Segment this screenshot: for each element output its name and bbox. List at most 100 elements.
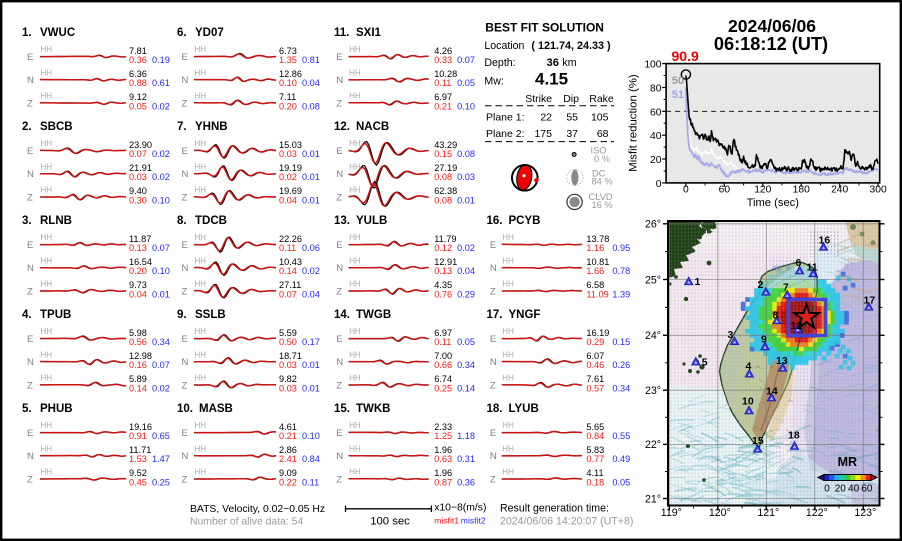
svg-text:80: 80	[650, 83, 662, 94]
svg-text:HH: HH	[349, 421, 361, 430]
svg-text:19.19: 19.19	[279, 163, 302, 173]
svg-text:Plane 1:: Plane 1:	[486, 111, 525, 123]
svg-text:10: 10	[742, 396, 754, 408]
svg-text:0.04: 0.04	[302, 78, 320, 88]
svg-text:0.49: 0.49	[612, 454, 630, 464]
svg-text:HH: HH	[195, 374, 207, 383]
svg-text:DC: DC	[592, 168, 606, 178]
svg-text:0.36: 0.36	[457, 477, 475, 487]
svg-text:HH: HH	[195, 327, 207, 336]
svg-text:HH: HH	[349, 350, 361, 359]
svg-text:HH: HH	[195, 92, 207, 101]
svg-text:62.38: 62.38	[434, 186, 457, 196]
svg-text:0.01: 0.01	[302, 360, 320, 370]
svg-text:0: 0	[656, 179, 662, 190]
svg-text:0.01: 0.01	[302, 172, 320, 182]
svg-text:27.11: 27.11	[279, 280, 301, 290]
svg-text:1.25: 1.25	[434, 431, 452, 441]
svg-text:N: N	[27, 169, 34, 180]
svg-text:1: 1	[695, 276, 701, 288]
svg-text:NACB: NACB	[356, 121, 389, 133]
svg-text:RLNB: RLNB	[40, 215, 72, 227]
svg-text:40: 40	[650, 131, 662, 142]
svg-text:Depth:: Depth:	[484, 57, 515, 69]
svg-text:N: N	[336, 169, 343, 180]
svg-text:2024/06/06 14:20:07 (UT+8): 2024/06/06 14:20:07 (UT+8)	[500, 516, 633, 528]
svg-text:0.84: 0.84	[302, 454, 320, 464]
svg-text:21.91: 21.91	[129, 163, 152, 173]
svg-text:0.57: 0.57	[586, 383, 604, 393]
svg-text:12.: 12.	[334, 121, 350, 133]
svg-text:6.74: 6.74	[434, 374, 452, 384]
svg-text:1.96: 1.96	[434, 445, 452, 455]
svg-text:Z: Z	[336, 98, 342, 109]
svg-text:E: E	[182, 428, 188, 439]
svg-text:0.46: 0.46	[586, 360, 604, 370]
svg-text:10.43: 10.43	[279, 257, 302, 267]
svg-text:N: N	[490, 451, 497, 462]
svg-text:11.09: 11.09	[586, 289, 608, 299]
svg-text:2: 2	[758, 279, 764, 291]
svg-text:5.: 5.	[22, 403, 32, 415]
svg-text:N: N	[490, 357, 497, 368]
svg-text:0.03: 0.03	[279, 360, 297, 370]
svg-text:HH: HH	[195, 444, 207, 453]
svg-text:13.: 13.	[334, 215, 350, 227]
svg-text:0.02: 0.02	[152, 172, 170, 182]
svg-text:Misfit reduction (%): Misfit reduction (%)	[628, 74, 640, 172]
svg-text:24°: 24°	[645, 330, 661, 342]
svg-text:MR: MR	[838, 455, 857, 469]
svg-text:6.73: 6.73	[279, 46, 297, 56]
svg-text:6.97: 6.97	[434, 328, 452, 338]
svg-text:HH: HH	[502, 421, 514, 430]
svg-text:0 %: 0 %	[594, 154, 610, 164]
svg-text:HH: HH	[41, 444, 53, 453]
svg-text:16: 16	[819, 235, 831, 247]
svg-text:3: 3	[728, 329, 734, 341]
svg-text:0.22: 0.22	[279, 477, 297, 487]
svg-text:HH: HH	[502, 444, 514, 453]
svg-text:0.05: 0.05	[457, 78, 475, 88]
svg-text:Strike: Strike	[525, 93, 552, 105]
svg-text:4.61: 4.61	[279, 422, 297, 432]
svg-text:6.07: 6.07	[586, 351, 604, 361]
svg-text:8: 8	[773, 310, 779, 322]
svg-text:HH: HH	[41, 256, 53, 265]
svg-text:Z: Z	[336, 192, 342, 203]
svg-text:21°: 21°	[645, 493, 661, 505]
svg-text:ISO: ISO	[591, 146, 607, 156]
svg-text:7.00: 7.00	[434, 351, 452, 361]
svg-text:HH: HH	[41, 421, 53, 430]
svg-text:0.08: 0.08	[302, 101, 320, 111]
svg-text:0.02: 0.02	[302, 266, 320, 276]
svg-text:121°: 121°	[757, 507, 779, 519]
svg-text:7.81: 7.81	[129, 46, 147, 56]
svg-text:x10−8(m/s): x10−8(m/s)	[434, 503, 486, 514]
svg-text:0.04: 0.04	[279, 195, 297, 205]
svg-text:14.: 14.	[334, 309, 350, 321]
svg-text:0.02: 0.02	[152, 101, 170, 111]
svg-text:0.10: 0.10	[457, 101, 475, 111]
svg-text:0.14: 0.14	[129, 383, 147, 393]
svg-text:11.79: 11.79	[434, 234, 456, 244]
svg-text:E: E	[182, 334, 188, 345]
svg-text:Z: Z	[490, 474, 496, 485]
svg-text:122°: 122°	[806, 507, 828, 519]
svg-text:0.33: 0.33	[434, 55, 452, 65]
svg-text:N: N	[336, 263, 343, 274]
svg-text:E: E	[336, 146, 342, 157]
svg-text:6.: 6.	[177, 27, 187, 39]
svg-text:0.30: 0.30	[129, 195, 147, 205]
svg-text:0.77: 0.77	[586, 454, 604, 464]
svg-text:105: 105	[591, 111, 609, 123]
svg-text:Z: Z	[27, 380, 33, 391]
svg-text:0.08: 0.08	[434, 172, 452, 182]
svg-text:N: N	[182, 263, 189, 274]
svg-text:20: 20	[650, 155, 662, 166]
svg-text:11.87: 11.87	[129, 234, 151, 244]
svg-text:HH: HH	[195, 186, 207, 195]
svg-text:YD07: YD07	[195, 27, 224, 39]
svg-text:9.09: 9.09	[279, 468, 297, 478]
svg-text:0.07: 0.07	[279, 289, 297, 299]
svg-text:6: 6	[796, 257, 802, 269]
